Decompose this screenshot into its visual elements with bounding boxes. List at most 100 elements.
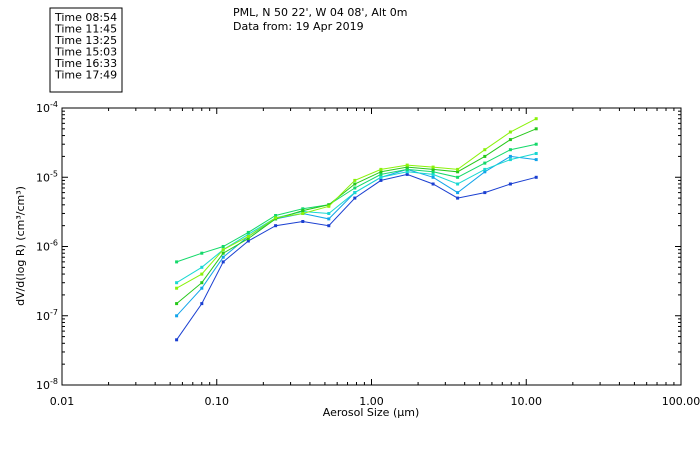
data-point (405, 163, 409, 167)
data-point (534, 158, 538, 162)
x-tick-label: 100.00 (662, 395, 700, 408)
x-tick-label: 0.10 (205, 395, 230, 408)
data-point (405, 165, 409, 169)
data-point (483, 154, 487, 158)
data-point (456, 170, 460, 174)
y-tick-label: 10 (36, 310, 50, 323)
data-point (221, 245, 225, 248)
data-point (200, 302, 204, 306)
data-point (221, 248, 225, 252)
data-point (200, 281, 204, 285)
x-tick-label: 1.00 (359, 395, 384, 408)
data-point (456, 196, 460, 200)
data-point (456, 175, 460, 179)
y-tick-exponent: -5 (50, 169, 58, 178)
data-point (274, 216, 278, 220)
series (175, 117, 538, 290)
data-point (534, 117, 538, 121)
data-point (301, 207, 305, 211)
data-point (483, 161, 487, 165)
y-tick-exponent: -8 (50, 377, 58, 386)
series-line (176, 143, 537, 263)
data-point (534, 127, 538, 131)
data-point (405, 167, 409, 171)
data-point (274, 224, 278, 228)
data-point (246, 237, 250, 241)
data-point (175, 286, 179, 290)
data-point (327, 217, 331, 221)
data-point (508, 182, 512, 186)
series-layer (175, 117, 538, 342)
data-point (379, 175, 383, 179)
legend-entry: Time 15:03 (54, 46, 117, 59)
data-point (327, 212, 331, 215)
data-point (353, 182, 357, 186)
data-point (327, 224, 331, 228)
data-point (301, 220, 305, 223)
series (175, 142, 538, 264)
data-point (431, 172, 435, 176)
series-line (176, 118, 537, 289)
series (175, 172, 538, 342)
series-line (176, 173, 537, 341)
data-point (175, 302, 179, 306)
data-point (200, 272, 204, 276)
data-point (221, 260, 225, 264)
data-point (353, 178, 357, 182)
chart-subtitle: Data from: 19 Apr 2019 (233, 20, 364, 33)
legend-entry: Time 11:45 (54, 23, 117, 36)
data-point (221, 251, 225, 255)
data-point (508, 138, 512, 142)
data-point (431, 170, 435, 174)
data-point (353, 191, 357, 195)
data-point (483, 170, 487, 174)
data-point (508, 148, 512, 152)
legend-entry: Time 13:25 (54, 34, 117, 47)
data-point (246, 239, 250, 243)
series (175, 152, 538, 285)
data-point (379, 178, 383, 182)
data-point (379, 170, 383, 174)
y-tick-exponent: -4 (50, 100, 58, 109)
data-point (508, 154, 512, 158)
data-point (379, 172, 383, 176)
data-point (431, 167, 435, 171)
axis-ticks (61, 108, 681, 386)
series-line (176, 153, 537, 284)
data-point (200, 265, 204, 269)
data-point (175, 338, 179, 342)
x-tick-label: 0.01 (50, 395, 75, 408)
y-axis-label: dV/d(log R) (cm³/cm³) (14, 186, 27, 306)
data-point (353, 196, 357, 200)
x-axis-label: Aerosol Size (μm) (323, 406, 420, 419)
data-point (200, 286, 204, 290)
data-point (534, 152, 538, 155)
data-point (327, 204, 331, 208)
legend-entry: Time 08:54 (54, 11, 117, 24)
y-tick-label: 10 (36, 241, 50, 254)
data-point (353, 186, 357, 190)
data-point (456, 167, 460, 171)
plot-frame (61, 107, 682, 386)
data-point (175, 314, 179, 318)
data-point (246, 234, 250, 238)
data-point (175, 260, 179, 264)
data-point (483, 167, 487, 171)
legend-entry: Time 17:49 (54, 69, 117, 82)
legend-entry: Time 16:33 (54, 57, 117, 70)
data-point (483, 148, 487, 152)
data-point (508, 130, 512, 134)
data-point (175, 281, 179, 285)
chart-title: PML, N 50 22', W 04 08', Alt 0m (233, 6, 407, 19)
data-point (301, 212, 305, 215)
data-point (405, 172, 409, 176)
data-point (431, 182, 435, 186)
data-point (431, 165, 435, 169)
data-point (301, 209, 305, 213)
data-point (379, 167, 383, 171)
data-point (221, 255, 225, 259)
data-point (274, 214, 278, 217)
data-point (508, 158, 512, 162)
data-point (200, 251, 204, 255)
